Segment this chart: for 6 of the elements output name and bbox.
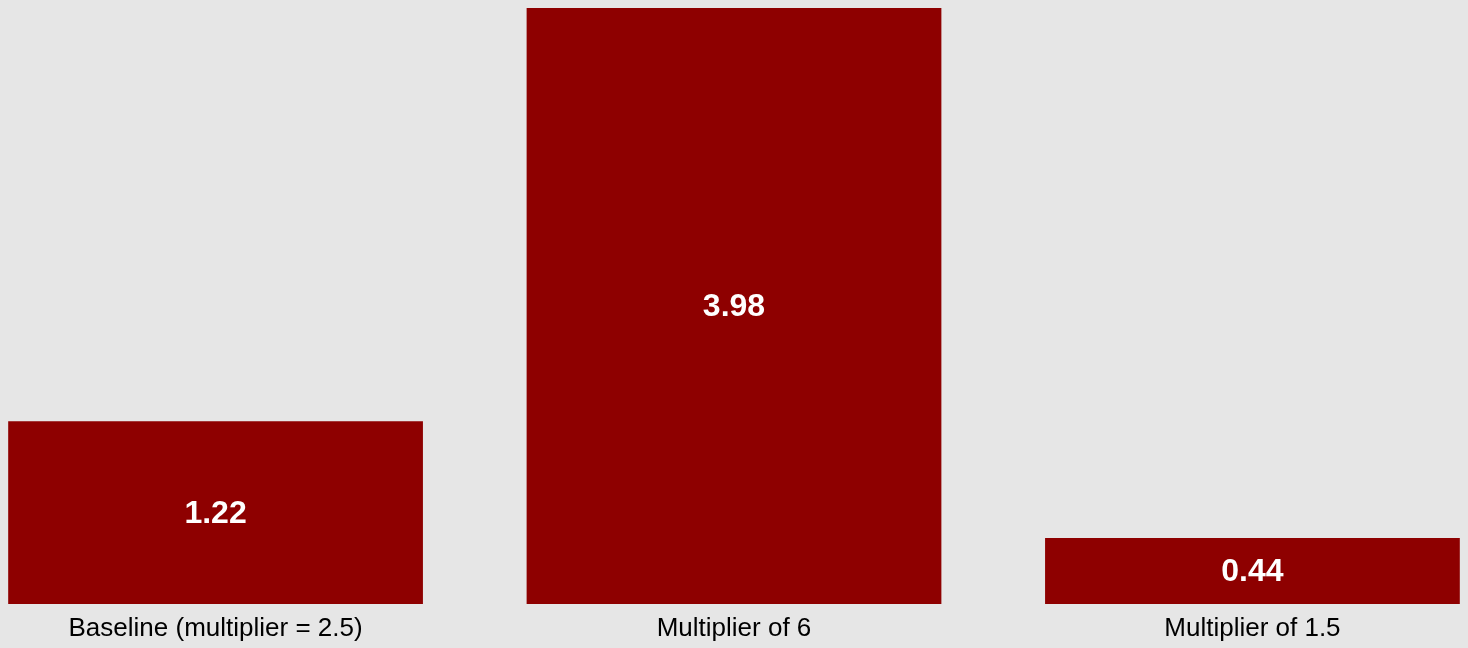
x-tick-label: Baseline (multiplier = 2.5): [68, 611, 363, 642]
data-label: 3.98: [702, 287, 766, 323]
x-tick-label: Multiplier of 6: [656, 611, 812, 642]
x-tick-label: Multiplier of 1.5: [1164, 611, 1341, 642]
data-label: 1.22: [184, 493, 247, 530]
data-label: 0.44: [1221, 552, 1284, 589]
